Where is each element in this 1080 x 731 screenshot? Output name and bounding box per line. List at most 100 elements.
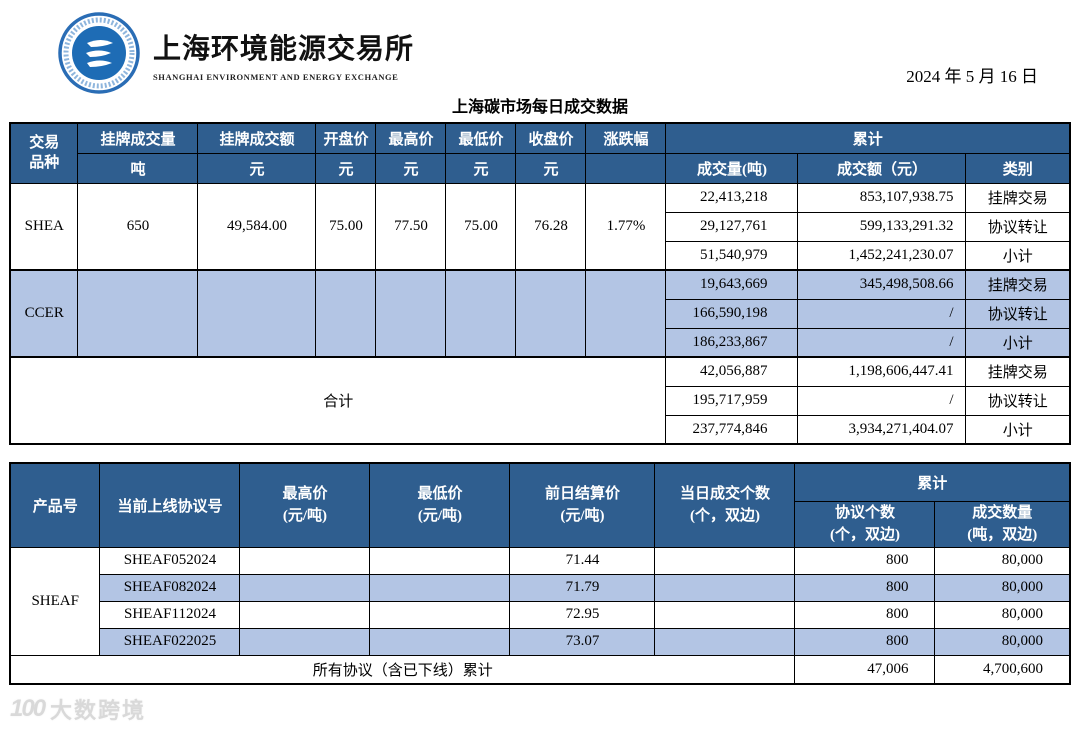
t1-header-product: 交易品种 — [9, 122, 79, 184]
sheaf-prev-settle: 71.44 — [509, 546, 656, 575]
sheaf-row: SHEAF SHEAF052024 71.44 800 80,000 — [9, 546, 1071, 656]
total-label-cell: 合计 — [9, 356, 667, 445]
sheaf-row: SHEAF112024 72.95 800 80,000 — [10, 600, 1071, 629]
watermark-text: 大数跨境 — [50, 698, 147, 723]
shea-cum-type: 协议转让 — [965, 211, 1071, 242]
sheaf-products-table: 产品号 当前上线协议号 最高价 (元/吨) 最低价 (元/吨) 前日结算价 (元/吨)… — [8, 462, 1071, 685]
sheaf-low-empty — [369, 600, 511, 629]
shea-open: 75.00 — [315, 182, 377, 271]
total-row-listed: 合计 42,056,887 1,198,606,447.41 挂牌交易 — [9, 356, 1071, 445]
sheaf-cum-count: 800 — [794, 573, 936, 602]
t1-header-high: 最高价 — [375, 122, 447, 154]
shea-cum-amount: 1,452,241,230.07 — [797, 240, 967, 271]
sheaf-agreement: SHEAF052024 — [99, 546, 241, 575]
sheaf-cum-volume: 80,000 — [934, 600, 1071, 629]
watermark-logo-icon: 100 — [10, 695, 46, 722]
t1-unit-listed-amount: 元 — [197, 152, 317, 184]
t2-header-low: 最低价 (元/吨) — [369, 462, 511, 548]
t2-header-high: 最高价 (元/吨) — [239, 462, 371, 548]
exchange-logo-icon — [57, 11, 141, 95]
page-header: 上海环境能源交易所 SHANGHAI ENVIRONMENT AND ENERG… — [0, 0, 1080, 95]
ccer-cum-amount: / — [797, 298, 967, 329]
t2-header-prev-settle-label: 前日结算价 — [544, 485, 620, 502]
sheaf-high-empty — [239, 573, 371, 602]
ccer-empty-cell — [375, 269, 447, 358]
t1-unit-high: 元 — [375, 152, 447, 184]
t1-header-close: 收盘价 — [515, 122, 587, 154]
sheaf-prev-settle: 72.95 — [509, 600, 656, 629]
sheaf-day-count-empty — [654, 600, 796, 629]
ccer-cum-amount: / — [797, 327, 967, 358]
sheaf-row: SHEAF082024 71.79 800 80,000 — [10, 573, 1071, 602]
t2-header-cum-count-label: 协议个数 — [834, 504, 895, 521]
total-cum-volume: 42,056,887 — [665, 356, 799, 387]
ccer-cum-amount: 345,498,508.66 — [797, 269, 967, 300]
watermark: 100 大数跨境 — [10, 693, 146, 725]
t2-header-low-unit: (元/吨) — [417, 508, 463, 525]
t1-header-cumulative: 累计 — [665, 122, 1071, 154]
ccer-empty-cell — [445, 269, 517, 358]
sheaf-cum-count: 800 — [794, 627, 936, 656]
ccer-cum-volume: 19,643,669 — [665, 269, 799, 300]
t2-header-prev-settle-unit: (元/吨) — [560, 508, 605, 525]
total-cum-amount: / — [797, 385, 967, 416]
sheaf-day-count-empty — [654, 573, 796, 602]
sheaf-row: SHEAF022025 73.07 800 80,000 — [10, 627, 1071, 656]
total-cum-type: 协议转让 — [965, 385, 1071, 416]
t1-unit-open: 元 — [315, 152, 377, 184]
report-title: 上海碳市场每日成交数据 — [451, 99, 628, 116]
ccer-row-listed: CCER 19,643,669 345,498,508.66 挂牌交易 — [9, 269, 1071, 358]
t2-header-high-label: 最高价 — [282, 485, 328, 502]
sheaf-low-empty — [369, 573, 511, 602]
t1-header-change: 涨跌幅 — [585, 122, 667, 154]
sheaf-day-count-empty — [654, 546, 796, 575]
brand-subtitle: SHANGHAI ENVIRONMENT AND ENERGY EXCHANGE — [153, 72, 399, 82]
t2-header-high-unit: (元/吨) — [282, 508, 328, 525]
sheaf-cum-count: 800 — [794, 546, 936, 575]
total-row-subtotal: 237,774,846 3,934,271,404.07 小计 — [10, 414, 1071, 445]
ccer-empty-cell — [77, 269, 199, 358]
sheaf-high-empty — [239, 627, 371, 656]
shea-cum-volume: 51,540,979 — [665, 240, 799, 271]
ccer-cum-volume: 186,233,867 — [665, 327, 799, 358]
t2-header-cum-volume: 成交数量 (吨，双边) — [934, 500, 1071, 548]
t2-header-day-count-label: 当日成交个数 — [679, 485, 770, 502]
t2-header-prev-settle: 前日结算价 (元/吨) — [509, 462, 656, 548]
total-cum-volume: 237,774,846 — [665, 414, 799, 445]
sheaf-low-empty — [369, 627, 511, 656]
t2-header-product: 产品号 — [9, 462, 101, 548]
t1-unit-listed-volume: 吨 — [77, 152, 199, 184]
total-cum-amount: 1,198,606,447.41 — [797, 356, 967, 387]
sheaf-day-count-empty — [654, 627, 796, 656]
total-cum-volume: 195,717,959 — [665, 385, 799, 416]
shea-row-negotiated: 29,127,761 599,133,291.32 协议转让 — [10, 211, 1071, 242]
shea-change: 1.77% — [585, 182, 667, 271]
sheaf-cum-count: 800 — [794, 600, 936, 629]
shea-row-listed: SHEA 650 49,584.00 75.00 77.50 75.00 76.… — [9, 182, 1071, 271]
t2-header-cum-count: 协议个数 (个，双边) — [794, 500, 936, 548]
sheaf-agreement: SHEAF112024 — [99, 600, 241, 629]
sheaf-prev-settle: 71.79 — [509, 573, 656, 602]
t1-header-cum-volume: 成交量(吨) — [665, 152, 799, 184]
t2-header-cum-count-unit: (个，双边) — [829, 527, 900, 543]
ccer-cum-type: 小计 — [965, 327, 1071, 358]
shea-cum-amount: 853,107,938.75 — [797, 182, 967, 213]
sheaf-footer-row: 所有协议（含已下线）累计 47,006 4,700,600 — [9, 654, 1071, 685]
t2-header-cumulative: 累计 — [794, 462, 1071, 502]
sheaf-high-empty — [239, 600, 371, 629]
t1-header-listed-amount: 挂牌成交额 — [197, 122, 317, 154]
t1-header-open: 开盘价 — [315, 122, 377, 154]
shea-close: 76.28 — [515, 182, 587, 271]
report-date: 2024 年 5 月 16 日 — [906, 67, 1038, 86]
shea-cum-type: 小计 — [965, 240, 1071, 271]
shea-cum-amount: 599,133,291.32 — [797, 211, 967, 242]
brand-block: 上海环境能源交易所 SHANGHAI ENVIRONMENT AND ENERG… — [153, 11, 414, 82]
shea-low: 75.00 — [445, 182, 517, 271]
sheaf-agreement: SHEAF022025 — [99, 627, 241, 656]
t2-header-day-count: 当日成交个数 (个，双边) — [654, 462, 796, 548]
sheaf-footer-cum-count: 47,006 — [794, 654, 936, 685]
t2-header-cum-volume-unit: (吨，双边) — [967, 527, 1038, 543]
sheaf-high-empty — [239, 546, 371, 575]
sheaf-footer-cum-volume: 4,700,600 — [934, 654, 1071, 685]
brand-name: 上海环境能源交易所 — [153, 34, 415, 65]
